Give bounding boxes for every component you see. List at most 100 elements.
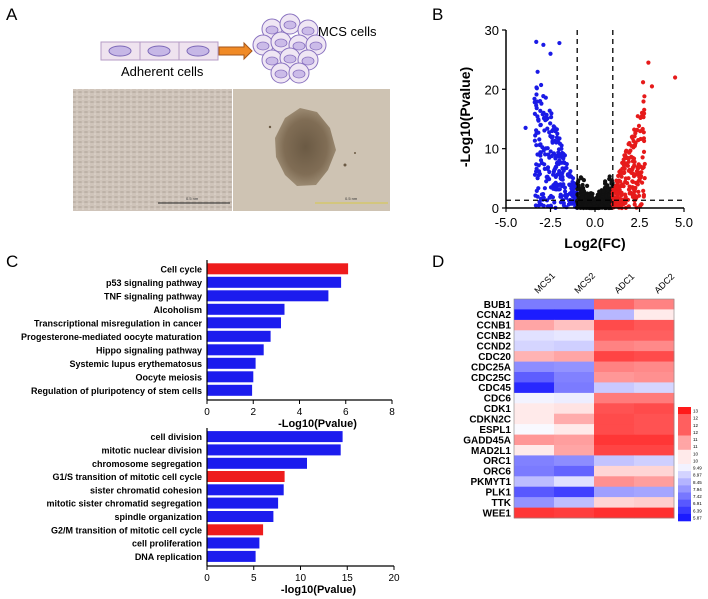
color-scale-label: 7.94 <box>693 487 702 492</box>
heatmap-cell <box>594 319 635 331</box>
volcano-point-up <box>641 136 647 141</box>
bar-kegg <box>207 317 281 329</box>
volcano-point-down <box>561 182 566 187</box>
heatmap-row-label: WEE1 <box>483 508 512 519</box>
volcano-point-up <box>636 178 641 183</box>
bar-go <box>207 444 341 456</box>
bar-go <box>207 471 285 482</box>
volcano-point-down <box>537 137 542 142</box>
bar-go <box>207 537 260 549</box>
panel-letter-b: B <box>432 5 443 24</box>
color-scale-swatch <box>678 513 691 522</box>
volcano-point-down <box>545 166 550 172</box>
heatmap-cell <box>594 434 635 446</box>
heatmap-cell <box>594 372 635 383</box>
heatmap-row-label: CCND2 <box>477 342 512 353</box>
heatmap-cell <box>514 413 555 425</box>
volcano-x-tick-label: -5.0 <box>495 215 517 230</box>
volcano-point-up <box>634 169 640 174</box>
volcano-point-up <box>639 170 644 175</box>
heatmap-cell <box>554 403 595 415</box>
volcano-point-down <box>535 114 540 119</box>
color-scale-label: 6.39 <box>693 508 702 513</box>
heatmap-row-label: CDC45 <box>478 383 511 394</box>
volcano-plot: -5.0 -2.5 0.0 2.5 5.0 0 10 20 30 Log2(FC) -Log10… <box>457 23 693 251</box>
color-scale-label: 9.49 <box>693 466 702 471</box>
heatmap-cell <box>594 403 635 415</box>
cell-nucleus <box>274 38 288 48</box>
volcano-point-up <box>630 179 635 184</box>
panel-a-schematic: Adherent cells MCS cells <box>100 13 377 84</box>
color-scale-label: 7.42 <box>693 494 702 499</box>
heatmap-cell <box>634 455 675 467</box>
bar-kegg <box>207 263 349 275</box>
go-x-tick-label: 5 <box>251 573 257 584</box>
heatmap-row-label: TTK <box>492 498 512 509</box>
panel-letter-c: C <box>6 252 18 271</box>
volcano-point-down <box>554 153 559 158</box>
heatmap-row-label: CCNB2 <box>477 331 512 342</box>
color-scale-label: 13 <box>693 409 699 414</box>
volcano-point-ns <box>601 189 606 194</box>
volcano-point-down <box>533 193 538 198</box>
heatmap-cell <box>634 340 675 352</box>
heatmap-cell <box>594 299 635 310</box>
cell-nucleus <box>283 20 297 30</box>
volcano-point-down <box>549 115 554 120</box>
volcano-point-down <box>534 143 539 148</box>
color-scale-swatch <box>678 485 691 493</box>
heatmap-cell <box>594 309 635 321</box>
volcano-point-down <box>559 194 564 199</box>
color-scale-label: 10 <box>693 458 699 463</box>
volcano-point-up <box>632 127 637 132</box>
bar-label-kegg: p53 signaling pathway <box>106 278 202 288</box>
volcano-point-up <box>621 157 626 162</box>
color-scale-swatch <box>678 428 691 436</box>
volcano-point-down <box>533 133 538 138</box>
bar-go <box>207 431 343 443</box>
bar-go <box>207 457 307 469</box>
heatmap-column-label: MCS2 <box>572 271 597 296</box>
heatmap-row-label: CDC6 <box>484 394 512 405</box>
heatmap-column-label: ADC1 <box>612 271 636 295</box>
volcano-point-up <box>632 159 637 164</box>
heatmap-cell <box>594 486 635 498</box>
heatmap-cell <box>554 372 595 383</box>
heatmap-cell <box>594 351 635 362</box>
heatmap-cell <box>514 424 555 435</box>
volcano-point-down <box>548 121 553 126</box>
volcano-point-down <box>572 185 577 190</box>
micrograph-adherent: 0.5 nm <box>73 89 232 211</box>
color-scale-swatch <box>678 471 691 479</box>
heatmap-cell <box>634 372 675 383</box>
volcano-point-up <box>629 143 634 148</box>
heatmap-row-label: MAD2L1 <box>471 446 511 457</box>
volcano-point-down <box>535 176 540 181</box>
volcano-point-down <box>537 199 542 204</box>
heatmap-row-label: CDC25A <box>471 362 511 373</box>
volcano-point-up <box>640 126 645 132</box>
bar-label-kegg: Progesterone-mediated oocyte maturation <box>21 332 202 342</box>
kegg-x-tick-label: 2 <box>250 407 256 418</box>
scale-bar-label: 0.5 nm <box>345 196 358 201</box>
spheroid-image <box>275 108 336 186</box>
bar-kegg <box>207 330 271 342</box>
mcs-spheroid <box>252 13 327 84</box>
volcano-point-up <box>630 194 636 199</box>
bar-label-go: cell proliferation <box>132 539 202 549</box>
bar-go <box>207 550 256 562</box>
heatmap-cell <box>554 476 595 488</box>
volcano-point-up <box>639 202 644 207</box>
heatmap-cell <box>514 486 555 498</box>
heatmap-cell <box>634 476 675 488</box>
heatmap-cell <box>634 392 675 404</box>
volcano-point-outlier <box>523 125 528 130</box>
heatmap-cell <box>634 445 675 456</box>
heatmap-cell <box>594 455 635 467</box>
volcano-point-up <box>627 167 632 172</box>
heatmap-row-label: CCNA2 <box>477 310 512 321</box>
volcano-point-up <box>642 94 647 99</box>
volcano-point-down <box>554 135 560 140</box>
heatmap-cell <box>554 382 595 394</box>
kegg-x-tick-label: 4 <box>297 407 303 418</box>
